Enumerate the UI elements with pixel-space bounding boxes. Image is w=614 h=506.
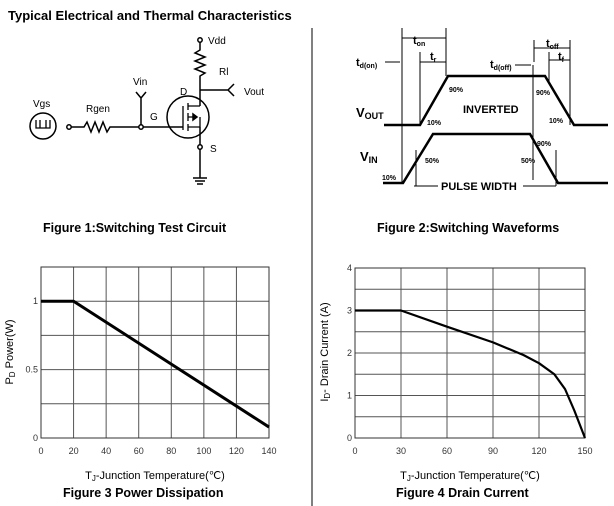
fig3-xlabel: TJ-Junction Temperature(℃) xyxy=(85,470,225,483)
label-90-rise: 90% xyxy=(449,87,464,94)
plot-frame xyxy=(40,266,270,439)
label-rl: Rl xyxy=(219,67,228,78)
label-10-fall: 10% xyxy=(549,118,564,125)
y-tick-label: 0.5 xyxy=(25,365,38,375)
power-dissipation-chart: 0 20 40 60 80 100 120 140 0 0.5 1 xyxy=(25,266,277,456)
x-tick-label: 90 xyxy=(488,446,498,456)
label-tdon: td(on) xyxy=(356,57,377,70)
y-tick-label: 1 xyxy=(347,391,352,401)
figure3-caption: Figure 3 Power Dissipation xyxy=(63,486,224,500)
pulse-source-icon xyxy=(29,112,57,140)
label-vin: Vin xyxy=(133,77,147,88)
figure2-caption: Figure 2:Switching Waveforms xyxy=(377,221,560,235)
label-tf: tf xyxy=(558,51,565,64)
label-toff: toff xyxy=(546,38,559,51)
label-tdoff: td(off) xyxy=(490,59,512,72)
vin-probe xyxy=(135,91,147,125)
figure4-caption: Figure 4 Drain Current xyxy=(396,486,529,500)
y-tick-label: 0 xyxy=(347,433,352,443)
vin-waveform xyxy=(383,132,608,185)
x-tick-label: 150 xyxy=(577,446,592,456)
y-tick-label: 2 xyxy=(347,348,352,358)
label-10-vin: 10% xyxy=(382,175,397,182)
label-50-fall: 50% xyxy=(521,158,536,165)
ground-icon xyxy=(193,149,207,185)
fig4-ylabel: ID- Drain Current (A) xyxy=(319,302,332,401)
switching-waveforms: ton tr td(on) td(off) toff tf VOUT VIN I… xyxy=(356,28,608,193)
x-tick-label: 80 xyxy=(166,446,176,456)
rgen-resistor xyxy=(71,119,139,135)
fig3-ylabel: PD Power(W) xyxy=(4,319,17,384)
label-s: S xyxy=(210,144,217,155)
x-tick-label: 60 xyxy=(134,446,144,456)
y-tick-label: 1 xyxy=(33,296,38,306)
label-rgen: Rgen xyxy=(86,104,110,115)
vdd-terminal xyxy=(197,37,203,43)
x-tick-label: 140 xyxy=(261,446,276,456)
x-tick-label: 60 xyxy=(442,446,452,456)
x-tick-label: 100 xyxy=(196,446,211,456)
label-vdd: Vdd xyxy=(208,36,226,47)
x-tick-label: 0 xyxy=(352,446,357,456)
label-90-fall: 90% xyxy=(536,90,551,97)
figure1-caption: Figure 1:Switching Test Circuit xyxy=(43,221,227,235)
label-d: D xyxy=(180,87,187,98)
x-tick-label: 30 xyxy=(396,446,406,456)
x-tick-label: 40 xyxy=(101,446,111,456)
source-terminal xyxy=(197,144,203,150)
x-tick-label: 0 xyxy=(38,446,43,456)
mosfet-icon xyxy=(166,95,210,139)
label-90-vin: 90% xyxy=(537,141,552,148)
label-10-rise: 10% xyxy=(427,120,442,127)
vout-probe xyxy=(200,83,235,97)
y-tick-label: 3 xyxy=(347,306,352,316)
fig4-xlabel: TJ-Junction Temperature(℃) xyxy=(400,470,540,483)
pulse-glyph xyxy=(35,120,51,129)
label-vout: VOUT xyxy=(356,105,384,121)
terminal xyxy=(66,124,72,130)
page-title: Typical Electrical and Thermal Character… xyxy=(8,8,292,23)
y-tick-label: 0 xyxy=(33,433,38,443)
rl-resistor xyxy=(192,42,208,106)
x-tick-label: 20 xyxy=(69,446,79,456)
label-vin: VIN xyxy=(360,149,378,165)
data-line xyxy=(41,299,270,429)
x-tick-label: 120 xyxy=(229,446,244,456)
label-inverted: INVERTED xyxy=(463,104,519,116)
label-tr: tr xyxy=(430,51,437,64)
label-vgs: Vgs xyxy=(33,99,50,110)
y-tick-label: 4 xyxy=(347,263,352,273)
label-pulse-width: PULSE WIDTH xyxy=(441,181,517,193)
junction xyxy=(138,124,144,130)
data-line xyxy=(355,309,587,439)
plot-frame xyxy=(354,267,586,439)
drain-current-chart: 0 30 60 90 120 150 0 1 2 3 4 xyxy=(347,263,593,456)
label-g: G xyxy=(150,112,158,123)
vout-waveform xyxy=(384,74,608,127)
label-50-rise: 50% xyxy=(425,158,440,165)
label-ton: ton xyxy=(413,35,425,48)
x-tick-label: 120 xyxy=(531,446,546,456)
label-vout: Vout xyxy=(244,87,264,98)
switching-test-circuit: Vgs Rgen Vin G D Vdd Rl Vout S xyxy=(29,36,264,185)
